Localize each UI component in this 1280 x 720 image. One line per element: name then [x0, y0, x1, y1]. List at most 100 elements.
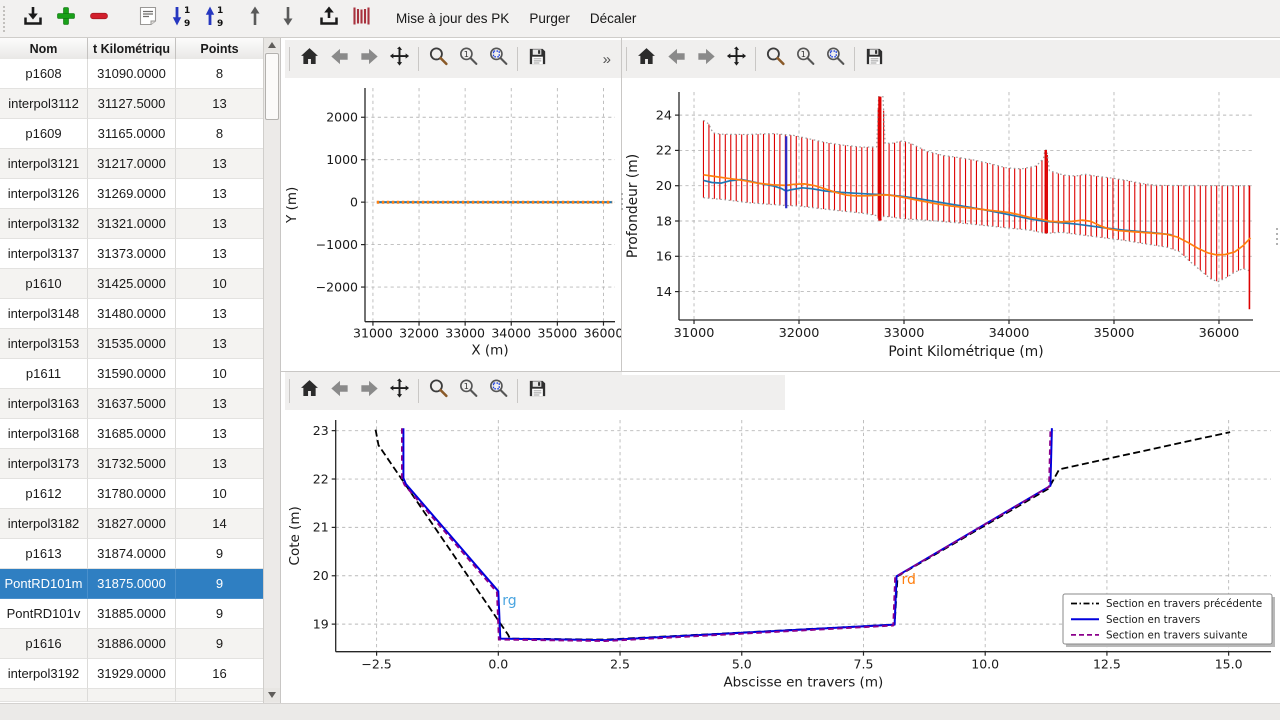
toolbar-grip[interactable] — [3, 5, 11, 32]
table-row[interactable]: PontRD101v 31885.0000 9 — [0, 599, 264, 629]
cell-pk[interactable]: 31875.0000 — [88, 569, 176, 599]
cell-points[interactable]: 9 — [176, 569, 264, 599]
cross-section-chart[interactable]: −2.5 0.0 2.5 5.0 7.5 10.0 12.5 15.0 19 20 21 22 23 Ab… — [285, 410, 1280, 702]
table-row[interactable]: interpol3153 31535.0000 13 — [0, 329, 264, 359]
cell-pk[interactable]: 31165.0000 — [88, 119, 176, 149]
cell-nom[interactable]: interpol3163 — [0, 389, 88, 419]
cell-pk[interactable]: 31637.5000 — [88, 389, 176, 419]
mpl-pan-button[interactable] — [721, 44, 751, 74]
table-row[interactable]: interpol3192 31929.0000 16 — [0, 659, 264, 689]
table-row[interactable]: p1613 31874.0000 9 — [0, 539, 264, 569]
cell-nom[interactable]: interpol3126 — [0, 179, 88, 209]
table-row[interactable]: interpol3112 31127.5000 13 — [0, 89, 264, 119]
cell-nom[interactable]: interpol3132 — [0, 209, 88, 239]
cell-points[interactable]: 13 — [176, 89, 264, 119]
splitter-handle-dots[interactable] — [621, 193, 623, 195]
purge-button[interactable]: Purger — [529, 11, 570, 26]
cell-nom[interactable]: interpol3182 — [0, 509, 88, 539]
mpl-save-button[interactable] — [859, 44, 889, 74]
import-button[interactable] — [19, 5, 47, 33]
notes-button[interactable] — [134, 5, 162, 33]
mpl-zoom-button[interactable] — [423, 44, 453, 74]
cell-nom[interactable]: p1610 — [0, 269, 88, 299]
column-header-points[interactable]: Points — [176, 38, 264, 59]
table-row[interactable]: interpol3132 31321.0000 13 — [0, 209, 264, 239]
cell-nom[interactable]: interpol3168 — [0, 419, 88, 449]
update-pk-button[interactable]: Mise à jour des PK — [396, 11, 510, 26]
cell-pk[interactable]: 31732.5000 — [88, 449, 176, 479]
scrollbar-thumb[interactable] — [265, 53, 279, 120]
cell-points[interactable]: 8 — [176, 119, 264, 149]
cell-nom[interactable]: p1616 — [0, 629, 88, 659]
mpl-forward-button[interactable] — [354, 376, 384, 406]
cell-nom[interactable]: p1608 — [0, 59, 88, 89]
mpl-zoom-button[interactable] — [423, 376, 453, 406]
cell-nom[interactable]: interpol3112 — [0, 89, 88, 119]
remove-section-button[interactable] — [85, 5, 113, 33]
cell-pk[interactable]: 31685.0000 — [88, 419, 176, 449]
cell-pk[interactable]: 31874.0000 — [88, 539, 176, 569]
mpl-home-button[interactable] — [294, 376, 324, 406]
mpl-back-button[interactable] — [324, 376, 354, 406]
cell-pk[interactable]: 31780.0000 — [88, 479, 176, 509]
cell-pk[interactable]: 31590.0000 — [88, 359, 176, 389]
cell-points[interactable]: 10 — [176, 479, 264, 509]
cell-pk[interactable]: 31321.0000 — [88, 209, 176, 239]
cell-pk[interactable]: 31425.0000 — [88, 269, 176, 299]
plan-view-chart[interactable]: 31000 32000 33000 34000 35000 36000 −2000 −1000… — [285, 78, 621, 370]
cell-points[interactable]: 13 — [176, 239, 264, 269]
mpl-zoom-fit-button[interactable] — [820, 44, 850, 74]
toolbar-overflow-button[interactable]: » — [602, 50, 611, 68]
cell-points[interactable]: 13 — [176, 329, 264, 359]
move-down-button[interactable] — [274, 5, 302, 33]
cell-pk[interactable]: 31373.0000 — [88, 239, 176, 269]
scroll-up-button[interactable] — [264, 38, 280, 52]
move-up-button[interactable] — [241, 5, 269, 33]
mpl-home-button[interactable] — [631, 44, 661, 74]
table-row[interactable]: interpol3173 31732.5000 13 — [0, 449, 264, 479]
mpl-zoom-button[interactable] — [760, 44, 790, 74]
cell-points[interactable]: 8 — [176, 59, 264, 89]
table-row[interactable]: interpol3148 31480.0000 13 — [0, 299, 264, 329]
longitudinal-profile-chart[interactable]: 31000 32000 33000 34000 35000 36000 14 16 18 20 22… — [622, 78, 1280, 375]
mpl-back-button[interactable] — [661, 44, 691, 74]
cell-pk[interactable]: 31127.5000 — [88, 89, 176, 119]
cell-nom[interactable]: interpol3137 — [0, 239, 88, 269]
table-row[interactable]: interpol3121 31217.0000 13 — [0, 149, 264, 179]
scroll-down-button[interactable] — [264, 688, 280, 702]
table-row[interactable]: p1609 31165.0000 8 — [0, 119, 264, 149]
cell-pk[interactable]: 31269.0000 — [88, 179, 176, 209]
column-header-point-kilometrique[interactable]: t Kilométriqu — [88, 38, 176, 59]
table-scrollbar[interactable] — [263, 38, 280, 703]
mpl-zoom-1-button[interactable]: 1 — [790, 44, 820, 74]
cell-points[interactable]: 13 — [176, 179, 264, 209]
mpl-pan-button[interactable] — [384, 44, 414, 74]
cell-nom[interactable]: p1612 — [0, 479, 88, 509]
mpl-zoom-1-button[interactable]: 1 — [453, 376, 483, 406]
table-row[interactable]: p1611 31590.0000 10 — [0, 359, 264, 389]
vertical-splitter[interactable] — [621, 38, 622, 371]
shift-button[interactable]: Décaler — [589, 11, 637, 26]
cell-nom[interactable]: p1613 — [0, 539, 88, 569]
cell-pk[interactable]: 31535.0000 — [88, 329, 176, 359]
horizontal-splitter[interactable] — [281, 371, 1280, 372]
table-row[interactable]: p1610 31425.0000 10 — [0, 269, 264, 299]
export-button[interactable] — [315, 5, 343, 33]
mpl-zoom-fit-button[interactable] — [483, 376, 513, 406]
cell-pk[interactable]: 31886.0000 — [88, 629, 176, 659]
table-row[interactable]: interpol3137 31373.0000 13 — [0, 239, 264, 269]
cell-nom[interactable]: interpol3192 — [0, 659, 88, 689]
cell-nom[interactable]: p1611 — [0, 359, 88, 389]
cell-points[interactable]: 13 — [176, 149, 264, 179]
cell-points[interactable]: 13 — [176, 449, 264, 479]
cell-pk[interactable]: 31480.0000 — [88, 299, 176, 329]
cell-points[interactable]: 16 — [176, 659, 264, 689]
table-row[interactable]: interpol3126 31269.0000 13 — [0, 179, 264, 209]
table-row[interactable]: interpol3168 31685.0000 13 — [0, 419, 264, 449]
table-row[interactable]: p1612 31780.0000 10 — [0, 479, 264, 509]
table-row[interactable]: p1616 31886.0000 9 — [0, 629, 264, 659]
cell-nom[interactable]: PontRD101v — [0, 599, 88, 629]
mpl-forward-button[interactable] — [354, 44, 384, 74]
cell-points[interactable]: 10 — [176, 359, 264, 389]
